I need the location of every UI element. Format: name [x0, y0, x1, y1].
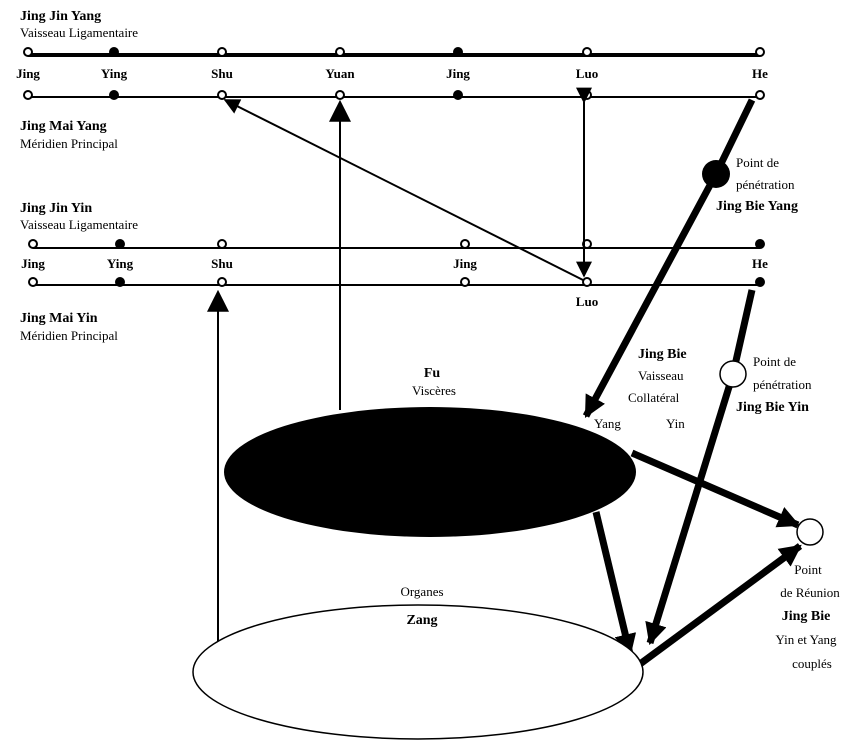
- point-filled: [115, 277, 125, 287]
- point-open: [217, 47, 227, 57]
- point-open: [217, 239, 227, 249]
- yin-point-label: Shu: [211, 256, 233, 271]
- fu-to-reunion-arrow: [630, 449, 801, 529]
- reunion-line1: Point: [794, 562, 822, 577]
- penetration-yang-line1: Point de: [736, 155, 779, 170]
- point-filled: [755, 277, 765, 287]
- yang-point-label: Ying: [101, 66, 128, 81]
- yin-point-label: Ying: [107, 256, 134, 271]
- point-open: [23, 47, 33, 57]
- jing-mai-yang-subtitle: Méridien Principal: [20, 136, 118, 151]
- yang-point-label: Jing: [16, 66, 40, 81]
- point-filled: [109, 90, 119, 100]
- jing-bie-yin-upper: [729, 289, 756, 375]
- point-open: [582, 90, 592, 100]
- point-filled: [109, 47, 119, 57]
- reunion-line2: de Réunion: [780, 585, 840, 600]
- reunion-line5: couplés: [792, 656, 832, 671]
- penetration-yin-line3: Jing Bie Yin: [736, 400, 809, 415]
- point-filled: [115, 239, 125, 249]
- zang-title: Zang: [406, 613, 437, 628]
- jing-jin-yang-subtitle: Vaisseau Ligamentaire: [20, 25, 138, 40]
- jing-jin-yang-points: [23, 47, 765, 57]
- yang-point-label: Jing: [446, 66, 470, 81]
- jing-bie-yang-lower: [582, 172, 720, 418]
- point-open: [755, 47, 765, 57]
- jing-jin-yin-subtitle: Vaisseau Ligamentaire: [20, 217, 138, 232]
- penetration-yin-line2: pénétration: [753, 377, 812, 392]
- luo-to-shu-arrow: [223, 99, 584, 281]
- jing-mai-yin-title: Jing Mai Yin: [20, 311, 98, 326]
- point-open: [28, 239, 38, 249]
- fu-subtitle: Viscères: [412, 383, 456, 398]
- point-open: [217, 90, 227, 100]
- jing-bie-line2: Vaisseau: [638, 368, 684, 383]
- penetration-yang-line3: Jing Bie Yang: [716, 199, 798, 214]
- reunion-line3: Jing Bie: [782, 609, 831, 624]
- fu-title: Fu: [424, 366, 441, 381]
- point-open: [23, 90, 33, 100]
- point-open: [217, 277, 227, 287]
- jing-bie-yang: Yang: [594, 416, 621, 431]
- jing-bie-line1: Jing Bie: [638, 347, 687, 362]
- point-filled: [453, 47, 463, 57]
- jing-jin-yin-title: Jing Jin Yin: [20, 201, 92, 216]
- jing-mai-yin-points: [28, 277, 765, 287]
- jing-bie-yin-lower: [645, 372, 737, 646]
- yang-point-label: Yuan: [325, 66, 355, 81]
- point-filled: [453, 90, 463, 100]
- point-filled: [755, 239, 765, 249]
- penetration-yang-point: [702, 160, 730, 188]
- jing-jin-yang-title: Jing Jin Yang: [20, 9, 101, 24]
- zang-subtitle: Organes: [400, 584, 443, 599]
- yin-point-label: Jing: [453, 256, 477, 271]
- point-open: [460, 277, 470, 287]
- point-open: [335, 47, 345, 57]
- jing-mai-yin-subtitle: Méridien Principal: [20, 328, 118, 343]
- penetration-yang-line2: pénétration: [736, 177, 795, 192]
- fu-ellipse: [224, 407, 636, 537]
- penetration-yin-line1: Point de: [753, 354, 796, 369]
- point-open: [28, 277, 38, 287]
- yin-point-label: Luo: [576, 294, 598, 309]
- jing-jin-yin-points: [28, 239, 765, 249]
- point-open: [755, 90, 765, 100]
- yin-point-label: He: [752, 256, 768, 271]
- jing-bie-line3: Collatéral: [628, 390, 680, 405]
- yang-point-label: He: [752, 66, 768, 81]
- reunion-point: [796, 518, 824, 546]
- jing-bie-yin: Yin: [666, 416, 685, 431]
- yang-point-label: Shu: [211, 66, 233, 81]
- yang-point-label: Luo: [576, 66, 598, 81]
- point-open: [582, 47, 592, 57]
- yin-point-label: Jing: [21, 256, 45, 271]
- point-open: [335, 90, 345, 100]
- reunion-line4: Yin et Yang: [775, 632, 837, 647]
- point-open: [582, 277, 592, 287]
- zang-ellipse: [192, 604, 644, 740]
- point-open: [460, 239, 470, 249]
- fu-to-zang-arrow: [592, 511, 637, 657]
- zang-to-reunion-arrow: [637, 543, 803, 667]
- penetration-yin-point: [719, 360, 747, 388]
- jing-mai-yang-title: Jing Mai Yang: [20, 119, 107, 134]
